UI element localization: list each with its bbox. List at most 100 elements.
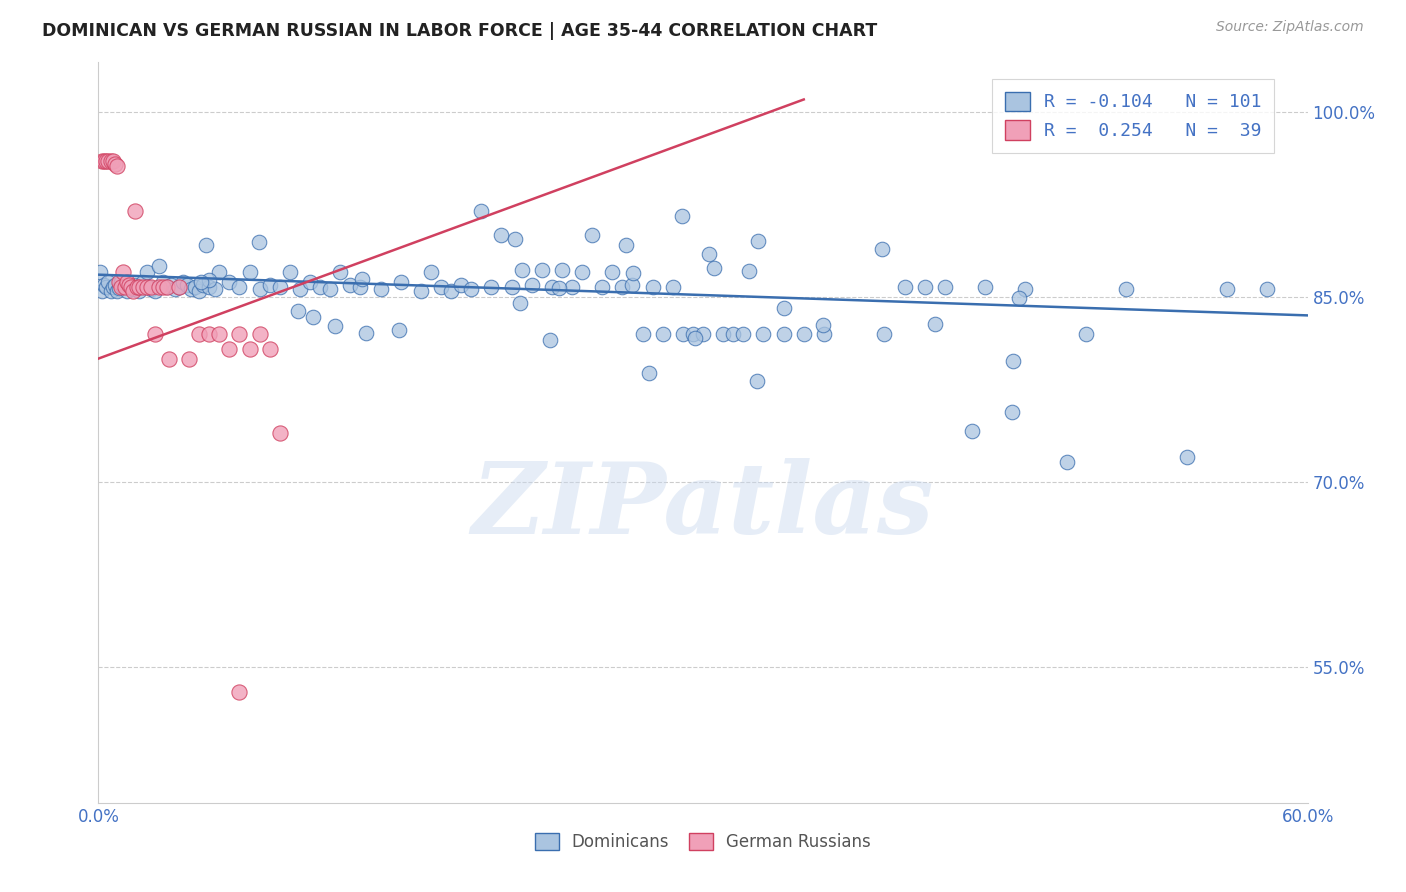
Point xyxy=(772,326,794,341)
Point xyxy=(370,283,392,297)
Point xyxy=(228,326,250,341)
Point xyxy=(96,280,118,294)
Point xyxy=(616,238,638,252)
Point xyxy=(110,275,132,289)
Point xyxy=(96,154,118,169)
Point xyxy=(157,351,180,366)
Point xyxy=(128,284,150,298)
Point xyxy=(481,280,503,294)
Point xyxy=(510,262,533,277)
Point xyxy=(114,277,136,292)
Point xyxy=(105,284,128,298)
Point xyxy=(139,283,162,297)
Point xyxy=(924,317,946,331)
Point xyxy=(745,374,768,388)
Point xyxy=(323,319,346,334)
Point xyxy=(259,342,281,356)
Point xyxy=(631,326,654,341)
Point xyxy=(179,351,201,366)
Point xyxy=(591,280,613,294)
Point xyxy=(107,275,129,289)
Point xyxy=(692,326,714,341)
Point xyxy=(247,235,270,250)
Point xyxy=(389,275,412,289)
Point xyxy=(288,283,311,297)
Point xyxy=(623,266,645,280)
Point xyxy=(269,280,291,294)
Point xyxy=(538,333,561,347)
Point xyxy=(287,303,309,318)
Point xyxy=(319,283,342,297)
Point xyxy=(89,265,111,279)
Point xyxy=(269,425,291,440)
Point xyxy=(621,277,644,292)
Point xyxy=(309,280,332,294)
Point xyxy=(612,280,634,294)
Point xyxy=(703,261,725,276)
Text: ZIPatlas: ZIPatlas xyxy=(472,458,934,555)
Point xyxy=(93,154,115,169)
Point xyxy=(683,331,706,345)
Point xyxy=(934,280,956,294)
Point xyxy=(103,277,125,292)
Point xyxy=(148,280,170,294)
Point xyxy=(218,342,240,356)
Point xyxy=(733,326,755,341)
Point xyxy=(638,367,661,381)
Point xyxy=(571,265,593,279)
Point xyxy=(152,275,174,289)
Point xyxy=(139,280,162,294)
Point xyxy=(1256,283,1278,297)
Point xyxy=(682,326,704,341)
Point xyxy=(156,280,179,294)
Point xyxy=(893,280,915,294)
Point xyxy=(118,277,141,292)
Point xyxy=(470,203,492,218)
Point xyxy=(440,284,463,298)
Point xyxy=(501,280,523,294)
Point xyxy=(115,275,138,289)
Point xyxy=(120,280,142,294)
Point xyxy=(208,326,231,341)
Point xyxy=(135,265,157,279)
Legend: Dominicans, German Russians: Dominicans, German Russians xyxy=(529,826,877,857)
Point xyxy=(111,280,134,294)
Point xyxy=(115,284,138,298)
Point xyxy=(111,265,134,279)
Point xyxy=(121,284,143,298)
Point xyxy=(752,326,775,341)
Point xyxy=(97,154,120,169)
Point xyxy=(103,156,125,170)
Point xyxy=(349,280,371,294)
Point xyxy=(218,275,240,289)
Point xyxy=(176,277,198,292)
Point xyxy=(204,283,226,297)
Point xyxy=(460,283,482,297)
Point xyxy=(188,284,211,298)
Point xyxy=(339,277,361,292)
Point xyxy=(711,326,734,341)
Point xyxy=(1008,291,1031,305)
Point xyxy=(156,280,179,294)
Point xyxy=(960,425,983,439)
Point xyxy=(101,154,124,169)
Point xyxy=(671,209,693,223)
Point xyxy=(172,275,194,289)
Point xyxy=(354,326,377,341)
Point xyxy=(167,280,190,294)
Point xyxy=(120,280,142,294)
Point xyxy=(107,281,129,295)
Point xyxy=(503,232,526,246)
Point xyxy=(1175,450,1198,465)
Point xyxy=(152,280,174,294)
Point xyxy=(1056,455,1078,469)
Point xyxy=(548,281,571,295)
Point xyxy=(278,265,301,279)
Point xyxy=(198,326,221,341)
Point xyxy=(138,280,160,294)
Point xyxy=(430,280,453,294)
Point xyxy=(188,326,211,341)
Point xyxy=(350,272,373,286)
Point xyxy=(208,265,231,279)
Point xyxy=(581,228,603,243)
